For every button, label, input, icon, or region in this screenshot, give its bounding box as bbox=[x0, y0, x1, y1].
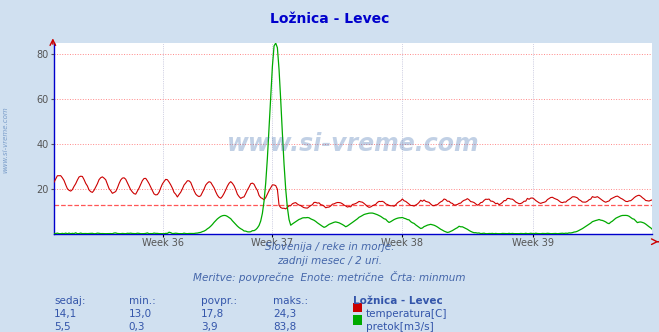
Text: povpr.:: povpr.: bbox=[201, 296, 237, 306]
Text: temperatura[C]: temperatura[C] bbox=[366, 309, 447, 319]
Text: 3,9: 3,9 bbox=[201, 322, 217, 332]
Text: www.si-vreme.com: www.si-vreme.com bbox=[2, 106, 9, 173]
Text: Meritve: povprečne  Enote: metrične  Črta: minmum: Meritve: povprečne Enote: metrične Črta:… bbox=[193, 271, 466, 283]
Text: 17,8: 17,8 bbox=[201, 309, 224, 319]
Text: Slovenija / reke in morje.: Slovenija / reke in morje. bbox=[265, 242, 394, 252]
Text: maks.:: maks.: bbox=[273, 296, 308, 306]
Text: 14,1: 14,1 bbox=[54, 309, 77, 319]
Text: 0,3: 0,3 bbox=[129, 322, 145, 332]
Text: 13,0: 13,0 bbox=[129, 309, 152, 319]
Text: 5,5: 5,5 bbox=[54, 322, 71, 332]
Text: www.si-vreme.com: www.si-vreme.com bbox=[227, 132, 480, 156]
Text: Ložnica - Levec: Ložnica - Levec bbox=[353, 296, 442, 306]
Text: min.:: min.: bbox=[129, 296, 156, 306]
Text: pretok[m3/s]: pretok[m3/s] bbox=[366, 322, 434, 332]
Text: Ložnica - Levec: Ložnica - Levec bbox=[270, 12, 389, 26]
Text: 24,3: 24,3 bbox=[273, 309, 297, 319]
Text: zadnji mesec / 2 uri.: zadnji mesec / 2 uri. bbox=[277, 256, 382, 266]
Text: sedaj:: sedaj: bbox=[54, 296, 86, 306]
Text: 83,8: 83,8 bbox=[273, 322, 297, 332]
